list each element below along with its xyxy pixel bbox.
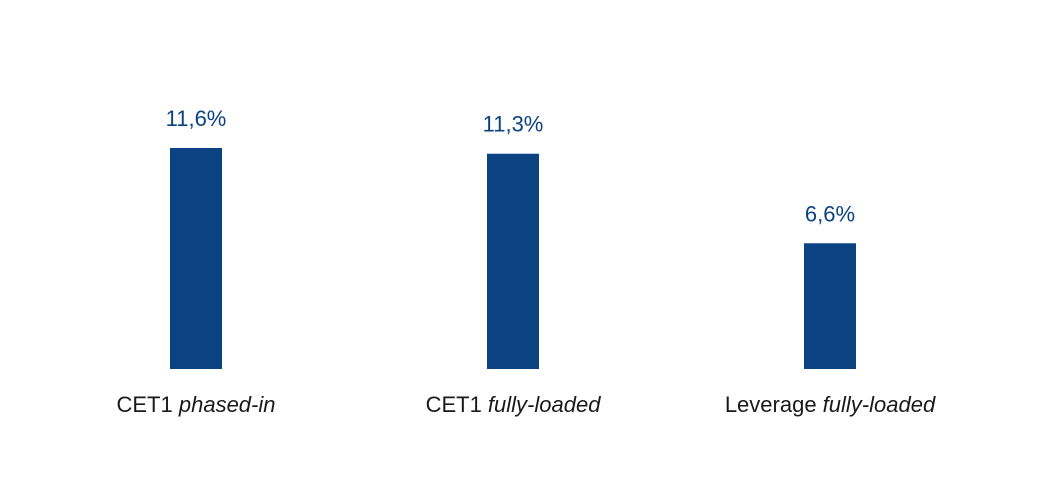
category-label: CET1 fully-loaded <box>426 392 602 417</box>
category-label: CET1 phased-in <box>117 392 276 417</box>
bar <box>170 148 222 369</box>
bar <box>487 153 539 369</box>
category-label: Leverage fully-loaded <box>725 392 936 417</box>
value-label: 11,6% <box>166 106 227 131</box>
value-label: 11,3% <box>483 112 544 137</box>
value-label: 6,6% <box>805 201 855 226</box>
bar <box>804 243 856 369</box>
